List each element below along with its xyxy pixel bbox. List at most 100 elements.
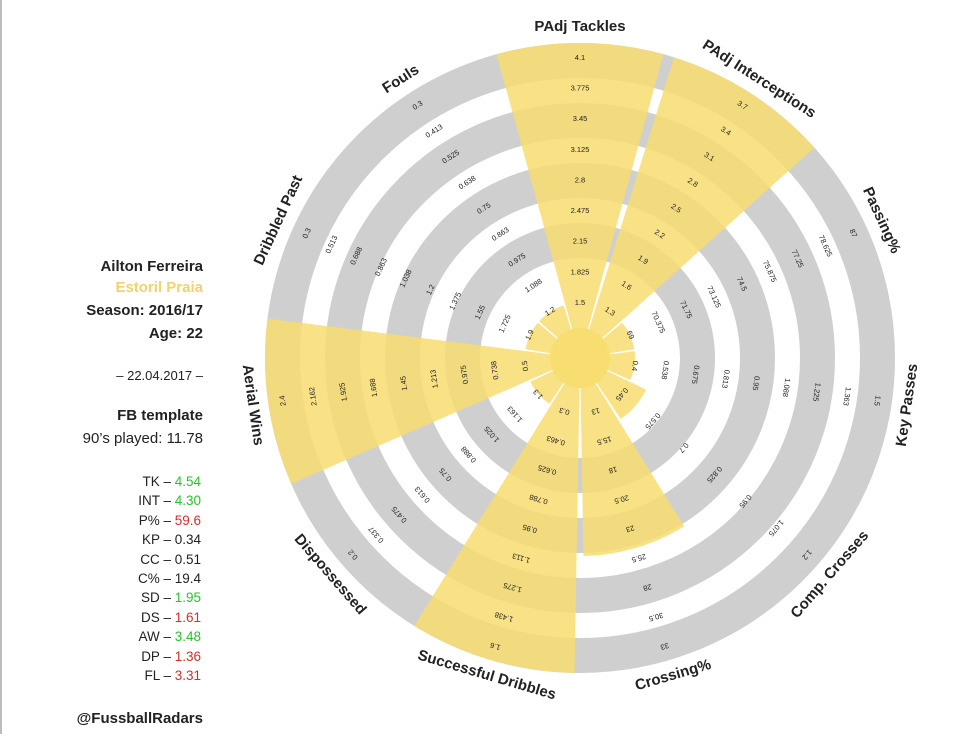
stat-value: 19.4 — [174, 571, 201, 587]
stat-value: 0.34 — [174, 532, 201, 548]
tick-label: 69 — [625, 329, 637, 340]
player-name: Ailton Ferreira — [100, 258, 203, 275]
stat-value: 1.95 — [174, 590, 201, 606]
tick-label: 0.813 — [720, 369, 732, 389]
tick-label: 23 — [625, 523, 636, 534]
tick-label: 1.45 — [398, 375, 409, 391]
stat-label: SD – — [140, 590, 175, 606]
season-label: Season: 2016/17 — [86, 302, 203, 319]
tick-label: 1.725 — [497, 313, 513, 334]
tick-label: 0.638 — [457, 174, 478, 192]
date-label: – 22.04.2017 – — [116, 368, 203, 383]
stat-list: TK – 4.54 INT – 4.30 P% – 59.6 KP – 0.34 CC … — [0, 472, 201, 685]
stat-row-kp: KP – 0.34 — [0, 530, 201, 549]
stat-label: FL – — [144, 668, 175, 684]
tick-label: 0.413 — [424, 122, 445, 140]
frame-border — [0, 0, 2, 734]
tick-label: 3.775 — [571, 84, 590, 93]
tick-label: 25.5 — [631, 552, 648, 565]
tick-label: 1.363 — [841, 386, 853, 406]
tick-label: 0.863 — [490, 225, 511, 243]
twitter-handle: @FussballRadars — [76, 710, 203, 727]
stat-value: 0.51 — [174, 551, 201, 567]
tick-label: 1.688 — [368, 378, 380, 398]
tick-label: 1.088 — [523, 277, 544, 295]
tick-label: 1.5 — [872, 395, 882, 407]
tick-label: 18 — [608, 465, 619, 476]
team-name: Estoril Praia — [115, 279, 203, 296]
stat-row-cc: CC – 0.51 — [0, 550, 201, 569]
stat-row-int: INT – 4.30 — [0, 491, 201, 510]
tick-label: 75.875 — [761, 259, 779, 284]
tick-label: 78.625 — [817, 234, 835, 259]
tick-label: 2.162 — [307, 386, 319, 406]
radar-wedge — [496, 43, 664, 359]
stat-value: 59.6 — [174, 512, 201, 528]
tick-label: 0.95 — [522, 522, 539, 535]
tick-label: 2.4 — [277, 395, 287, 407]
stat-value: 4.30 — [174, 493, 201, 509]
stat-label: INT – — [138, 493, 175, 509]
tick-label: 0.675 — [690, 365, 702, 385]
tick-label: 0.4 — [630, 360, 640, 372]
radar-wedge — [580, 57, 815, 358]
tick-label: 70.375 — [649, 310, 667, 335]
tick-label: 13 — [590, 406, 601, 417]
tick-label: 33 — [659, 641, 670, 652]
radar-hub — [550, 328, 610, 388]
tick-label: 0.3 — [300, 227, 313, 240]
radar-wedge — [264, 318, 580, 484]
stat-row-dp: DP – 1.36 — [0, 647, 201, 666]
stat-label: AW – — [138, 629, 175, 645]
stat-label: CC – — [140, 551, 175, 567]
tick-label: 4.1 — [575, 53, 585, 62]
template-label: FB template — [117, 407, 203, 424]
tick-label: 0.538 — [659, 360, 671, 380]
tick-label: 2.15 — [573, 237, 588, 246]
stat-row-aw: AW – 3.48 — [0, 627, 201, 646]
tick-label: 28 — [642, 582, 653, 593]
tick-label: 15.5 — [596, 434, 613, 447]
tick-label: 3.125 — [571, 145, 590, 154]
tick-label: 1.925 — [337, 382, 349, 402]
axis-label: PAdj Tackles — [534, 18, 625, 35]
tick-label: 0.95 — [751, 375, 762, 391]
tick-label: 0.975 — [459, 365, 471, 385]
tick-label: 0.3 — [558, 405, 571, 417]
stat-label: DP – — [141, 648, 175, 664]
tick-label: 1.163 — [505, 404, 524, 424]
tick-label: 87 — [848, 227, 860, 238]
stat-row-ppct: P% – 59.6 — [0, 511, 201, 530]
tick-label: 3.45 — [573, 114, 588, 123]
tick-label: 0.337 — [366, 525, 385, 545]
stat-row-tk: TK – 4.54 — [0, 472, 201, 491]
radar-wedge — [414, 358, 580, 673]
tick-label: 2.8 — [575, 175, 585, 184]
axis-label: Key Passes — [893, 363, 922, 448]
stat-value: 1.61 — [174, 609, 201, 625]
tick-label: 1.2 — [424, 283, 437, 296]
age-label: Age: 22 — [148, 325, 203, 342]
tick-label: 0.738 — [489, 360, 501, 380]
stat-value: 4.54 — [174, 474, 201, 489]
tick-label: 20.5 — [613, 493, 630, 506]
axis-label: Aerial Wins — [239, 363, 267, 446]
tick-label: 0.5 — [520, 360, 530, 372]
stat-label: C% – — [137, 571, 175, 587]
stat-label: KP – — [141, 532, 175, 548]
tick-label: 1.825 — [571, 267, 590, 276]
minutes-played-label: 90’s played: 11.78 — [82, 430, 203, 447]
tick-label: 1.225 — [811, 382, 823, 402]
stat-label: TK – — [142, 474, 175, 489]
stat-row-fl: FL – 3.31 — [0, 666, 201, 685]
tick-label: 1.088 — [781, 378, 793, 398]
tick-label: 73.125 — [705, 284, 723, 309]
tick-label: 2.475 — [571, 206, 590, 215]
tick-label: 30.5 — [648, 611, 665, 624]
stat-row-sd: SD – 1.95 — [0, 588, 201, 607]
stat-value: 1.36 — [174, 648, 201, 664]
stat-row-ds: DS – 1.61 — [0, 608, 201, 627]
tick-label: 0.613 — [413, 485, 432, 505]
radar-wedge — [580, 358, 685, 556]
